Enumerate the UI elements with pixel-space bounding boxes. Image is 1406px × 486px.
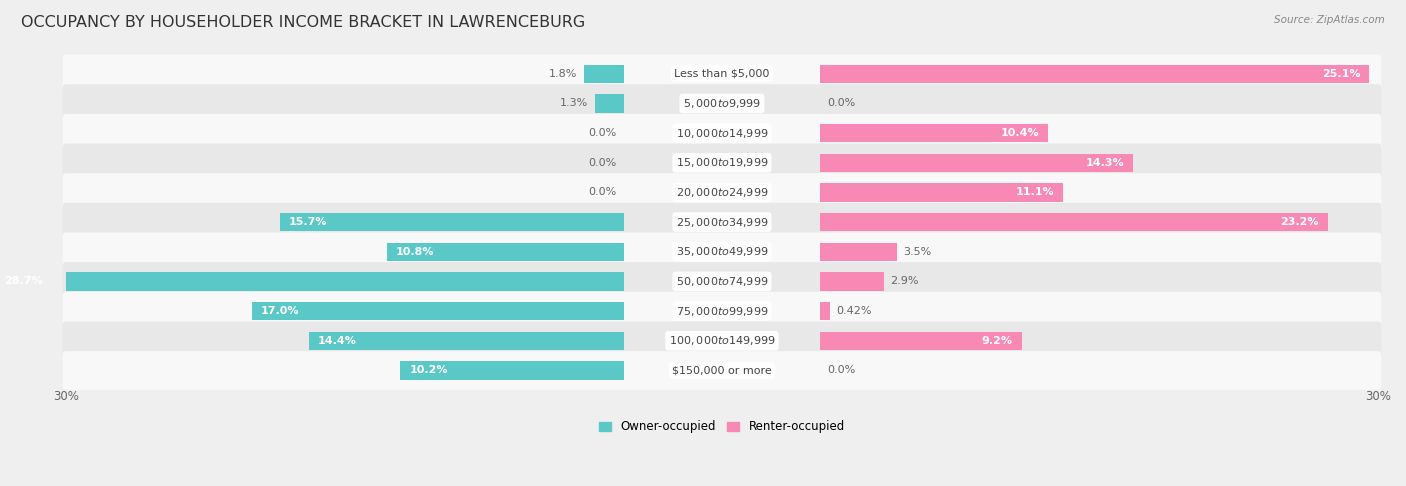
Text: Less than $5,000: Less than $5,000 bbox=[675, 69, 769, 79]
Legend: Owner-occupied, Renter-occupied: Owner-occupied, Renter-occupied bbox=[595, 416, 849, 438]
FancyBboxPatch shape bbox=[63, 203, 1381, 242]
FancyBboxPatch shape bbox=[63, 84, 1381, 123]
FancyBboxPatch shape bbox=[63, 54, 1381, 93]
Bar bbox=[820, 213, 1327, 231]
Bar bbox=[820, 183, 1063, 202]
Bar bbox=[252, 302, 623, 320]
Bar bbox=[820, 124, 1047, 142]
Text: 0.42%: 0.42% bbox=[837, 306, 872, 316]
Text: 28.7%: 28.7% bbox=[4, 277, 44, 286]
FancyBboxPatch shape bbox=[63, 292, 1381, 330]
Text: 9.2%: 9.2% bbox=[981, 336, 1012, 346]
Text: 1.3%: 1.3% bbox=[561, 99, 589, 108]
Text: $20,000 to $24,999: $20,000 to $24,999 bbox=[676, 186, 768, 199]
Text: $50,000 to $74,999: $50,000 to $74,999 bbox=[676, 275, 768, 288]
Text: 10.8%: 10.8% bbox=[396, 247, 434, 257]
Text: 0.0%: 0.0% bbox=[589, 128, 617, 138]
Text: $5,000 to $9,999: $5,000 to $9,999 bbox=[683, 97, 761, 110]
Bar bbox=[820, 243, 897, 261]
Bar bbox=[401, 361, 623, 380]
Text: $10,000 to $14,999: $10,000 to $14,999 bbox=[676, 127, 768, 139]
Text: 14.4%: 14.4% bbox=[318, 336, 356, 346]
Text: 0.0%: 0.0% bbox=[827, 365, 855, 375]
Text: 17.0%: 17.0% bbox=[260, 306, 299, 316]
Text: $25,000 to $34,999: $25,000 to $34,999 bbox=[676, 216, 768, 228]
FancyBboxPatch shape bbox=[63, 143, 1381, 182]
Text: 0.0%: 0.0% bbox=[827, 99, 855, 108]
Bar bbox=[595, 94, 623, 113]
Text: 11.1%: 11.1% bbox=[1015, 188, 1054, 197]
FancyBboxPatch shape bbox=[63, 351, 1381, 390]
Text: $100,000 to $149,999: $100,000 to $149,999 bbox=[669, 334, 775, 347]
Text: 3.5%: 3.5% bbox=[904, 247, 932, 257]
Text: 0.0%: 0.0% bbox=[589, 158, 617, 168]
Text: 23.2%: 23.2% bbox=[1281, 217, 1319, 227]
Text: 10.4%: 10.4% bbox=[1001, 128, 1039, 138]
Text: 10.2%: 10.2% bbox=[409, 365, 447, 375]
Text: $35,000 to $49,999: $35,000 to $49,999 bbox=[676, 245, 768, 258]
Text: 15.7%: 15.7% bbox=[288, 217, 328, 227]
Bar bbox=[820, 331, 1022, 350]
Text: Source: ZipAtlas.com: Source: ZipAtlas.com bbox=[1274, 15, 1385, 25]
Text: 1.8%: 1.8% bbox=[550, 69, 578, 79]
Bar bbox=[820, 154, 1133, 172]
Bar bbox=[387, 243, 623, 261]
Bar bbox=[308, 331, 623, 350]
Text: 14.3%: 14.3% bbox=[1085, 158, 1125, 168]
Bar bbox=[0, 272, 623, 291]
FancyBboxPatch shape bbox=[63, 114, 1381, 153]
Text: $150,000 or more: $150,000 or more bbox=[672, 365, 772, 375]
Text: 2.9%: 2.9% bbox=[890, 277, 920, 286]
Text: $75,000 to $99,999: $75,000 to $99,999 bbox=[676, 305, 768, 317]
Text: $15,000 to $19,999: $15,000 to $19,999 bbox=[676, 156, 768, 169]
FancyBboxPatch shape bbox=[63, 232, 1381, 271]
Text: OCCUPANCY BY HOUSEHOLDER INCOME BRACKET IN LAWRENCEBURG: OCCUPANCY BY HOUSEHOLDER INCOME BRACKET … bbox=[21, 15, 585, 30]
Bar bbox=[820, 65, 1369, 83]
Text: 0.0%: 0.0% bbox=[589, 188, 617, 197]
Bar bbox=[820, 302, 830, 320]
Bar bbox=[583, 65, 623, 83]
FancyBboxPatch shape bbox=[63, 262, 1381, 301]
FancyBboxPatch shape bbox=[63, 321, 1381, 360]
Bar bbox=[820, 272, 884, 291]
Text: 25.1%: 25.1% bbox=[1322, 69, 1361, 79]
FancyBboxPatch shape bbox=[63, 173, 1381, 212]
Bar bbox=[280, 213, 623, 231]
